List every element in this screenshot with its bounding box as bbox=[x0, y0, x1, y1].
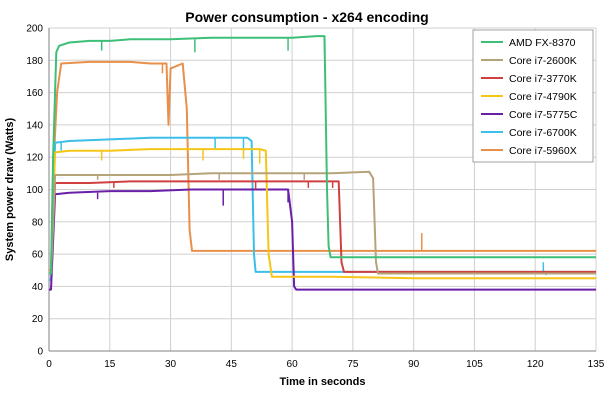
x-tick-label: 135 bbox=[588, 359, 605, 370]
tick-labels: 0 20 40 60 80 100 120 140 160 180 200 0 15 30 45 60 75 90… bbox=[26, 24, 604, 371]
series-line bbox=[49, 180, 596, 275]
plot-axes bbox=[48, 28, 596, 352]
x-tick-label: 75 bbox=[347, 359, 359, 370]
legend-label: AMD FX-8370 bbox=[509, 37, 576, 49]
legend-label: Core i7-4790K bbox=[509, 91, 577, 103]
series-line bbox=[49, 188, 596, 291]
legend-label: Core i7-6700K bbox=[509, 127, 577, 139]
chart-title: Power consumption - x264 encoding bbox=[185, 9, 428, 25]
y-tick-label: 100 bbox=[26, 185, 43, 196]
legend-label: Core i7-5960X bbox=[509, 145, 577, 157]
x-tick-label: 120 bbox=[527, 359, 544, 370]
y-tick-label: 140 bbox=[26, 120, 43, 131]
legend-label: Core i7-3770K bbox=[509, 73, 577, 85]
x-tick-label: 0 bbox=[46, 359, 52, 370]
x-tick-label: 60 bbox=[287, 359, 299, 370]
legend-label: Core i7-5775C bbox=[509, 109, 578, 121]
y-tick-label: 40 bbox=[32, 282, 44, 293]
y-tick-label: 180 bbox=[26, 56, 43, 67]
legend: AMD FX-8370 Core i7-2600K Core i7-3770K Cor… bbox=[472, 29, 594, 163]
x-tick-label: 30 bbox=[165, 359, 177, 370]
series-line bbox=[49, 35, 596, 275]
legend-label: Core i7-2600K bbox=[509, 55, 577, 67]
y-tick-label: 60 bbox=[32, 250, 44, 261]
y-tick-label: 80 bbox=[32, 217, 44, 228]
x-axis-label: Time in seconds bbox=[280, 376, 366, 388]
series-line bbox=[49, 60, 596, 272]
x-tick-label: 15 bbox=[104, 359, 116, 370]
y-tick-label: 160 bbox=[26, 88, 43, 99]
series-lines bbox=[49, 35, 596, 291]
y-tick-label: 0 bbox=[37, 347, 43, 358]
y-axis-label: System power draw (Watts) bbox=[4, 118, 16, 262]
x-tick-label: 105 bbox=[466, 359, 483, 370]
x-tick-label: 90 bbox=[408, 359, 420, 370]
y-tick-label: 200 bbox=[26, 24, 43, 35]
y-tick-label: 20 bbox=[32, 314, 44, 325]
y-tick-label: 120 bbox=[26, 153, 43, 164]
series-line bbox=[49, 148, 596, 280]
series-line bbox=[49, 170, 596, 275]
x-tick-label: 45 bbox=[226, 359, 238, 370]
